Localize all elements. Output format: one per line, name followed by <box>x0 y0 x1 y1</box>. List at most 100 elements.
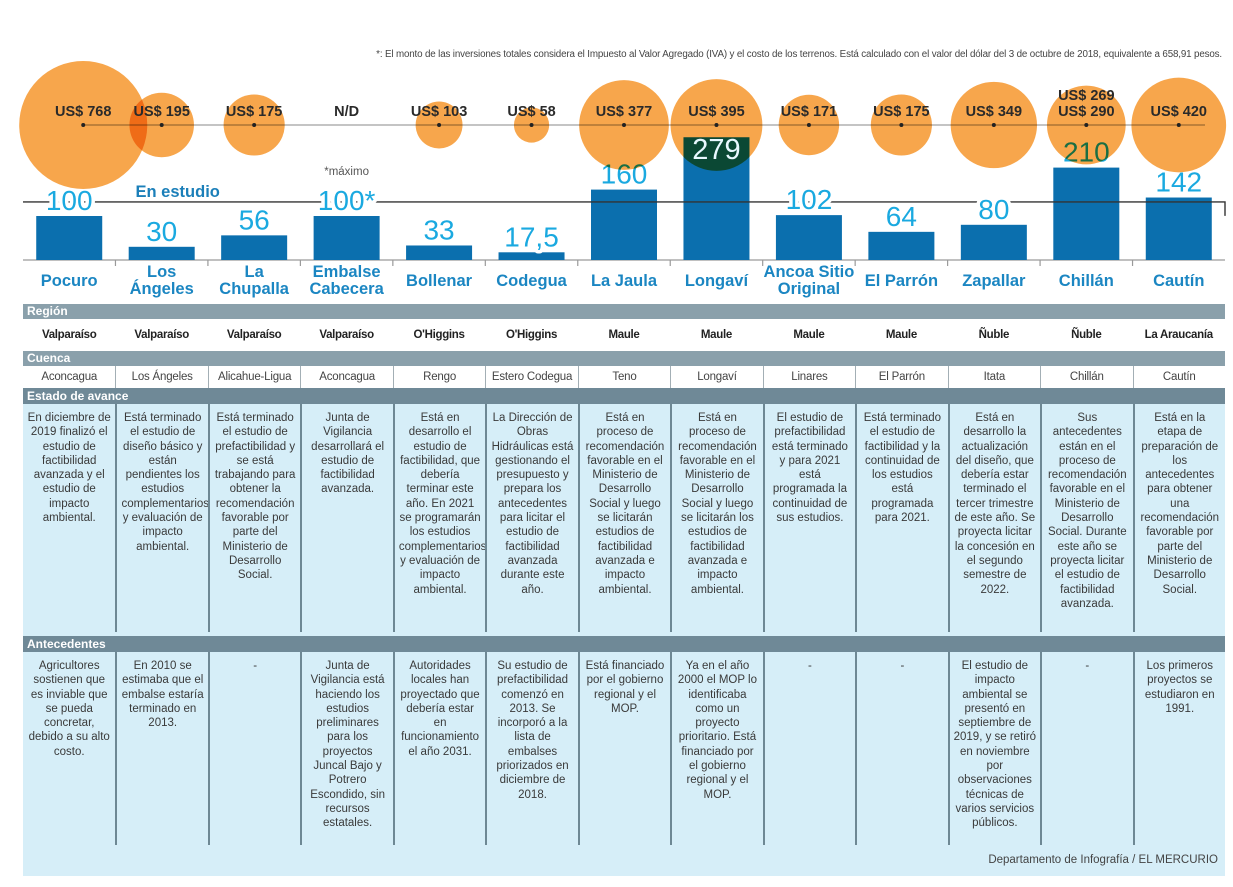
bar-value-label: 30 <box>146 216 177 247</box>
credit-line: Departamento de Infografía / EL MERCURIO <box>23 845 1225 876</box>
category-label-ancoa-sitio-original: Ancoa Sitio Original <box>763 263 855 298</box>
section-header-antecedentes: Antecedentes <box>23 636 1225 652</box>
bubble-center-dot <box>1176 123 1181 127</box>
category-label-el-parron: El Parrón <box>864 271 939 290</box>
estado-cell-la-jaula: Está en proceso de recomendación favorab… <box>577 404 670 632</box>
en-estudio-annotation: En estudio <box>136 183 220 201</box>
antecedentes-cell-codegua: Su estudio de prefactibilidad comenzó en… <box>485 652 577 845</box>
category-label-cautin: Cautín <box>1153 271 1205 290</box>
category-label-la-jaula: La Jaula <box>590 271 658 290</box>
bar-zapallar <box>960 224 1027 260</box>
cuenca-cell-longavi: Longaví <box>670 366 762 388</box>
estado-cell-cautin: Está en la etapa de preparación de los a… <box>1132 404 1225 632</box>
region-cell-los-angeles: Valparaíso <box>134 329 189 341</box>
estado-cell-bollenar: Está en desarrollo el estudio de factibi… <box>392 404 485 632</box>
category-label-chillan: Chillán <box>1058 271 1114 290</box>
region-cell-pocuro: Valparaíso <box>41 329 97 341</box>
bar-chillan <box>1053 167 1120 260</box>
antecedentes-cell-pocuro: Agricultores sostienen que es inviable q… <box>28 660 110 758</box>
estado-cell-codegua: La Dirección de Obras Hidráulicas está g… <box>485 404 577 632</box>
antecedentes-cell-bollenar: Autoridades locales han proyectado que d… <box>392 652 485 845</box>
investment-label: US$ 175 <box>226 104 282 120</box>
region-row: Valparaíso Valparaíso Valparaíso Valparaíso… <box>23 319 1225 351</box>
region-cell-longavi: Maule <box>700 329 732 341</box>
estado-cell-el-parron: Está terminado el estudio de factibilida… <box>855 404 947 632</box>
investment-label: US$ 395 <box>688 104 744 120</box>
estado-cell-pocuro: En diciembre de 2019 finalizó el estudio… <box>27 412 111 525</box>
estado-cell-embalse-cabecera: Junta de Vigilancia desarrollará el estu… <box>300 404 392 632</box>
region-cell-codegua: O'Higgins <box>505 329 558 341</box>
cuenca-cell-pocuro: Aconcagua <box>41 371 98 383</box>
category-label-pocuro: Pocuro <box>40 271 98 290</box>
investment-label: US$ 768 <box>55 104 111 120</box>
investment-label: US$ 171 <box>781 104 837 120</box>
investment-label: US$ 58 <box>507 104 555 120</box>
category-label-los-angeles: Los Ángeles <box>129 263 194 298</box>
bar-la-jaula <box>591 189 657 260</box>
antecedentes-cell-los-angeles: En 2010 se estimaba que el embalse estar… <box>115 652 207 845</box>
cuenca-cell-la-jaula: Teno <box>577 366 670 388</box>
investment-label: US$ 290 <box>1058 104 1114 120</box>
bubble-center-dot <box>622 123 626 127</box>
region-cell-la-jaula: Maule <box>608 329 640 341</box>
bar-value-label: 64 <box>886 201 917 232</box>
estado-cell-chillan: Sus antecedentes están en el proceso de … <box>1040 404 1132 632</box>
estado-cell-los-angeles: Está terminado el estudio de diseño bási… <box>115 404 208 632</box>
antecedentes-cell-ancoa-sitio-original: - <box>762 652 855 845</box>
estado-cell-ancoa-sitio-original: El estudio de prefactibilidad está termi… <box>762 404 855 632</box>
cuenca-cell-chillan: Chillán <box>1040 366 1132 388</box>
region-cell-el-parron: Maule <box>885 329 917 341</box>
antecedentes-cell-longavi: Ya en el año 2000 el MOP lo identificaba… <box>670 652 762 845</box>
bar-cautin <box>1145 197 1212 260</box>
bar-embalse-cabecera <box>313 216 380 260</box>
bubble-center-dot <box>899 123 904 127</box>
bubble-center-dot <box>806 123 811 127</box>
bubble-center-dot <box>991 123 996 127</box>
category-label-la-chupalla: La Chupalla <box>219 263 289 298</box>
category-label-bollenar: Bollenar <box>406 271 473 290</box>
antecedentes-cell-chillan: - <box>1040 652 1132 845</box>
investment-label: N/D <box>334 104 359 120</box>
bubble-center-dot <box>714 123 719 127</box>
investment-label: US$ 377 <box>596 104 652 120</box>
bar-value-label: 80 <box>978 194 1009 225</box>
bar-ancoa-sitio-original <box>775 215 842 260</box>
bar-value-label: 102 <box>786 184 833 215</box>
estado-cell-longavi: Está en proceso de recomendación favorab… <box>670 404 762 632</box>
bar-value-label: 56 <box>239 204 270 235</box>
estado-cell-zapallar: Está en desarrollo la actualización del … <box>947 404 1040 632</box>
investment-footnote: *: El monto de las inversiones totales c… <box>376 49 1222 60</box>
category-label-zapallar: Zapallar <box>962 271 1026 290</box>
investment-label: US$ 269 <box>1058 88 1114 104</box>
bar-los-angeles <box>128 246 195 260</box>
investment-label: US$ 103 <box>411 104 467 120</box>
region-cell-embalse-cabecera: Valparaíso <box>319 329 374 341</box>
estado-row: En diciembre de 2019 finalizó el estudio… <box>23 404 1225 636</box>
section-header-estado: Estado de avance <box>23 388 1225 404</box>
cuenca-cell-los-angeles: Los Ángeles <box>115 366 207 388</box>
estado-cell-la-chupalla: Está terminado el estudio de prefactibil… <box>207 404 300 632</box>
bubble-center-dot <box>252 123 257 127</box>
region-cell-la-chupalla: Valparaíso <box>226 329 282 341</box>
bar-bollenar <box>406 245 473 260</box>
cuenca-cell-cautin: Cautín <box>1132 366 1225 388</box>
cuenca-cell-zapallar: Itata <box>947 366 1040 388</box>
bubble-center-dot <box>437 123 442 127</box>
bubble-center-dot <box>159 123 164 127</box>
category-label-longavi: Longaví <box>684 271 749 290</box>
region-cell-cautin: La Araucanía <box>1144 329 1214 341</box>
section-header-cuenca: Cuenca <box>23 351 1225 366</box>
section-header-region: Región <box>23 304 1225 319</box>
bubble-center-dot <box>1084 123 1089 127</box>
bar-la-chupalla <box>221 235 288 260</box>
bar-el-parron <box>868 231 935 260</box>
category-labels: Pocuro Los Ángeles La Chupalla Embalse Cabe… <box>23 262 1225 300</box>
bar-pocuro <box>36 216 103 260</box>
category-label-codegua: Codegua <box>496 271 567 290</box>
bubble-center-dot <box>529 123 534 127</box>
cuenca-cell-la-chupalla: Alicahue-Ligua <box>207 366 300 388</box>
cuenca-cell-bollenar: Rengo <box>392 366 485 388</box>
investment-label: US$ 195 <box>133 104 189 120</box>
antecedentes-cell-cautin: Los primeros proyectos se estudiaron en … <box>1132 652 1225 845</box>
